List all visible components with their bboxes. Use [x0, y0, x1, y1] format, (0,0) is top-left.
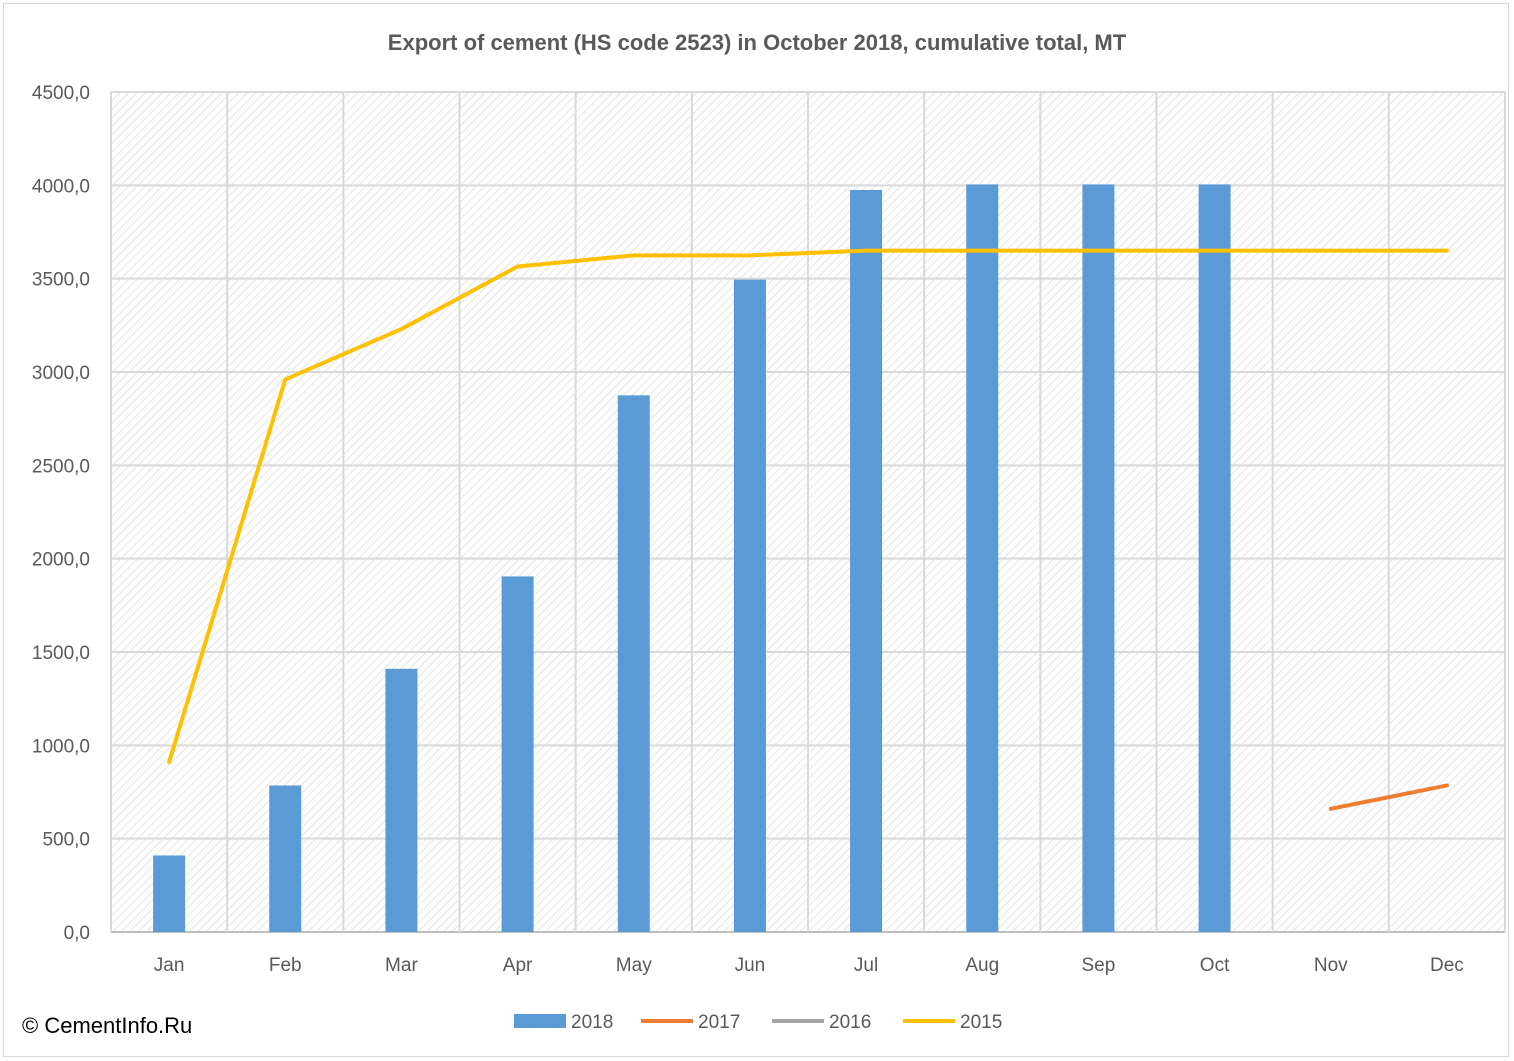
y-tick-label: 2500,0	[32, 456, 90, 477]
x-tick-label: Aug	[965, 955, 999, 976]
y-tick-label: 4000,0	[32, 176, 90, 197]
legend: 2018 2017 2016 2015	[514, 1012, 1002, 1033]
legend-label-2015: 2015	[960, 1012, 1002, 1033]
legend-label-2018: 2018	[571, 1012, 613, 1033]
legend-swatch-2018	[514, 1014, 566, 1028]
x-tick-label: Dec	[1430, 955, 1464, 976]
copyright-notice: © CementInfo.Ru	[22, 1013, 193, 1038]
bar-2018-Oct	[1198, 184, 1231, 932]
axes: 0,0 500,0 1000,0 1500,0 2000,0 2500,0 3000,0 35…	[32, 83, 1464, 976]
y-tick-label: 3000,0	[32, 363, 90, 384]
bar-2018-Aug	[966, 184, 999, 932]
line-series	[167, 248, 1449, 811]
y-tick-label: 0,0	[64, 923, 90, 944]
x-tick-label: Jun	[735, 955, 766, 976]
x-tick-label: Feb	[269, 955, 302, 976]
line-2017	[1328, 783, 1449, 811]
x-tick-label: Sep	[1082, 955, 1116, 976]
x-tick-label: Mar	[385, 955, 418, 976]
y-tick-label: 1000,0	[32, 736, 90, 757]
bar-2018-May	[617, 395, 650, 932]
y-tick-label: 500,0	[42, 830, 90, 851]
x-tick-label: Nov	[1314, 955, 1348, 976]
bar-2018-Apr	[501, 576, 534, 932]
x-tick-label: Jul	[854, 955, 878, 976]
x-tick-label: Apr	[503, 955, 533, 976]
y-tick-label: 4500,0	[32, 83, 90, 104]
gridlines	[110, 91, 1506, 933]
bar-2018-Jan	[153, 855, 186, 932]
x-tick-label: Jan	[154, 955, 185, 976]
bar-2018-Jul	[850, 190, 883, 932]
y-tick-label: 2000,0	[32, 550, 90, 571]
bar-2018-Feb	[269, 785, 302, 932]
line-2015	[167, 248, 1449, 765]
legend-label-2016: 2016	[829, 1012, 871, 1033]
y-tick-label: 1500,0	[32, 643, 90, 664]
x-tick-label: Oct	[1200, 955, 1230, 976]
legend-label-2017: 2017	[698, 1012, 740, 1033]
bar-series	[153, 184, 1231, 933]
x-tick-label: May	[616, 955, 652, 976]
y-tick-label: 3500,0	[32, 270, 90, 291]
chart-title: Export of cement (HS code 2523) in Octob…	[387, 30, 1127, 55]
bar-2018-Mar	[385, 668, 418, 932]
bar-2018-Sep	[1082, 184, 1115, 932]
bar-2018-Jun	[733, 279, 766, 933]
